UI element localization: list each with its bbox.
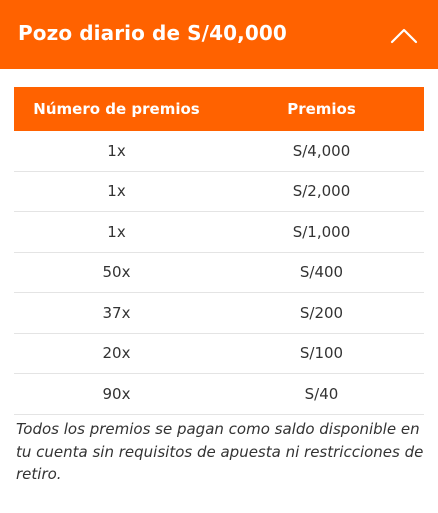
table-row: 1x S/4,000 bbox=[14, 131, 424, 172]
table-row: 20x S/100 bbox=[14, 334, 424, 374]
prize-amount-cell: S/400 bbox=[299, 263, 344, 282]
prize-amount-cell: S/40 bbox=[304, 384, 339, 403]
prize-table: Número de premios Premios 1x S/4,000 1x … bbox=[14, 87, 424, 415]
prize-count-cell: 1x bbox=[107, 222, 126, 241]
prize-amount-cell: S/100 bbox=[299, 344, 344, 363]
table-row: 1x S/2,000 bbox=[14, 172, 424, 212]
table-header: Número de premios Premios bbox=[14, 87, 424, 131]
prize-amount-cell: S/2,000 bbox=[292, 182, 351, 201]
terms-note: Todos los premios se pagan como saldo di… bbox=[16, 420, 424, 483]
prize-count-cell: 90x bbox=[102, 384, 131, 403]
table-row: 37x S/200 bbox=[14, 293, 424, 334]
chevron-up-icon[interactable] bbox=[390, 25, 418, 45]
prize-count-cell: 1x bbox=[107, 182, 126, 201]
accordion-header[interactable]: Pozo diario de S/40,000 bbox=[0, 0, 438, 69]
prize-count-cell: 20x bbox=[102, 344, 131, 363]
column-header-prize: Premios bbox=[287, 100, 356, 118]
prize-count-cell: 37x bbox=[102, 303, 131, 322]
prize-count-cell: 1x bbox=[107, 141, 126, 160]
table-row: 50x S/400 bbox=[14, 253, 424, 293]
prize-amount-cell: S/4,000 bbox=[292, 141, 351, 160]
column-header-count: Número de premios bbox=[33, 100, 200, 118]
accordion-title: Pozo diario de S/40,000 bbox=[18, 20, 287, 45]
prize-amount-cell: S/200 bbox=[299, 303, 344, 322]
table-row: 90x S/40 bbox=[14, 374, 424, 415]
prize-amount-cell: S/1,000 bbox=[292, 222, 351, 241]
table-row: 1x S/1,000 bbox=[14, 212, 424, 253]
prize-count-cell: 50x bbox=[102, 263, 131, 282]
